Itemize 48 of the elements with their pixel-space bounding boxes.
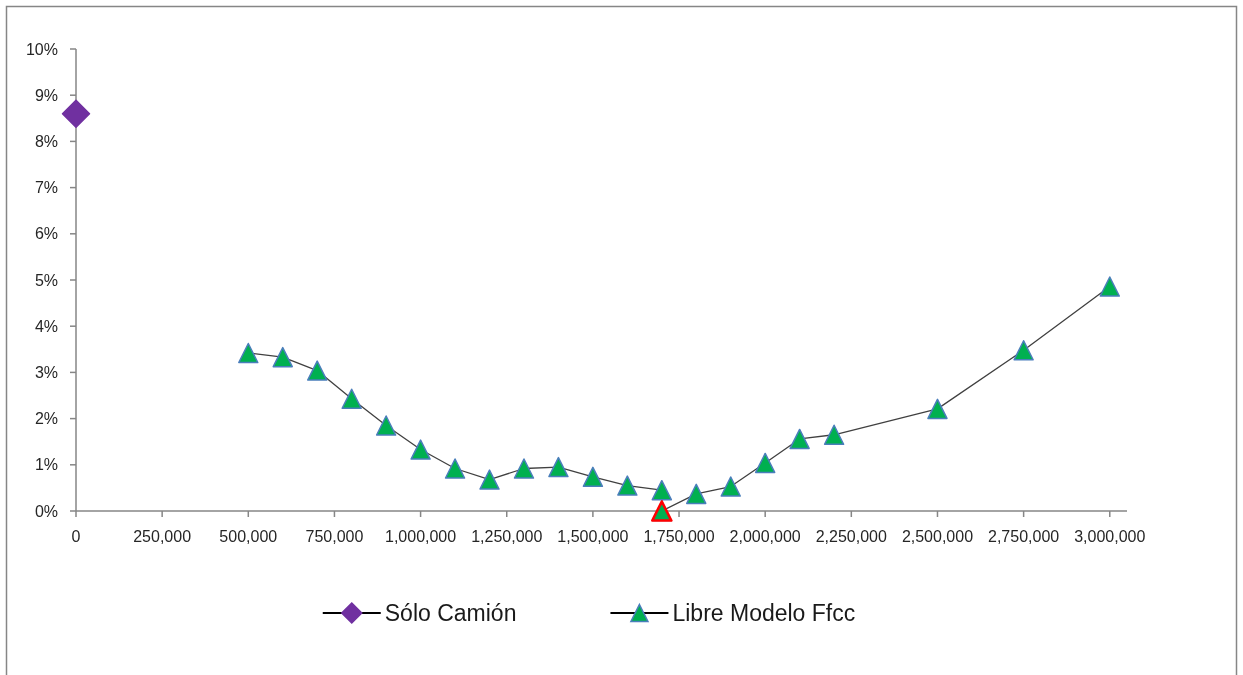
point xyxy=(272,346,293,368)
y-tick-label: 2% xyxy=(34,410,58,428)
y-tick-label: 0% xyxy=(34,502,58,520)
point xyxy=(754,452,776,474)
point xyxy=(61,99,91,128)
point xyxy=(1099,276,1121,297)
point xyxy=(617,475,638,496)
point xyxy=(513,458,535,479)
x-tick-label: 2,250,000 xyxy=(815,528,888,545)
y-tick-label: 10% xyxy=(25,40,58,58)
x-tick-label: 750,000 xyxy=(305,528,364,545)
x-tick-label: 0 xyxy=(71,528,81,545)
point xyxy=(479,469,500,490)
point xyxy=(341,388,362,409)
y-tick-label: 6% xyxy=(34,225,58,243)
x-tick-label: 500,000 xyxy=(219,528,278,545)
point xyxy=(927,398,948,420)
point xyxy=(823,424,845,446)
y-tick-label: 7% xyxy=(34,179,58,197)
x-tick-label: 1,250,000 xyxy=(471,528,543,545)
x-tick-label: 2,750,000 xyxy=(988,528,1060,545)
x-tick-label: 2,500,000 xyxy=(901,528,974,545)
x-tick-label: 3,000,000 xyxy=(1074,528,1146,545)
x-tick-label: 2,000,000 xyxy=(729,528,801,545)
y-tick-label: 5% xyxy=(34,271,58,289)
x-tick-label: 250,000 xyxy=(133,528,192,545)
x-tick-label: 1,750,000 xyxy=(643,528,715,545)
point xyxy=(1013,339,1034,361)
point xyxy=(720,476,741,497)
point xyxy=(238,342,259,364)
point xyxy=(686,483,707,505)
y-tick-label: 1% xyxy=(34,456,58,474)
point xyxy=(548,456,569,478)
y-tick-label: 4% xyxy=(34,317,58,335)
y-tick-label: 3% xyxy=(34,364,58,381)
legend-label: Libre Modelo Ffcc xyxy=(672,600,856,627)
x-tick-label: 1,000,000 xyxy=(385,528,457,545)
y-tick-label: 9% xyxy=(34,86,58,104)
point xyxy=(651,479,673,501)
point xyxy=(444,458,466,479)
point xyxy=(306,360,328,381)
point xyxy=(582,466,604,488)
y-tick-label: 8% xyxy=(34,133,58,150)
legend-label: Sólo Camión xyxy=(384,600,517,627)
point xyxy=(410,439,431,460)
point xyxy=(375,415,397,436)
x-tick-label: 1,500,000 xyxy=(557,528,629,545)
point xyxy=(789,428,810,450)
